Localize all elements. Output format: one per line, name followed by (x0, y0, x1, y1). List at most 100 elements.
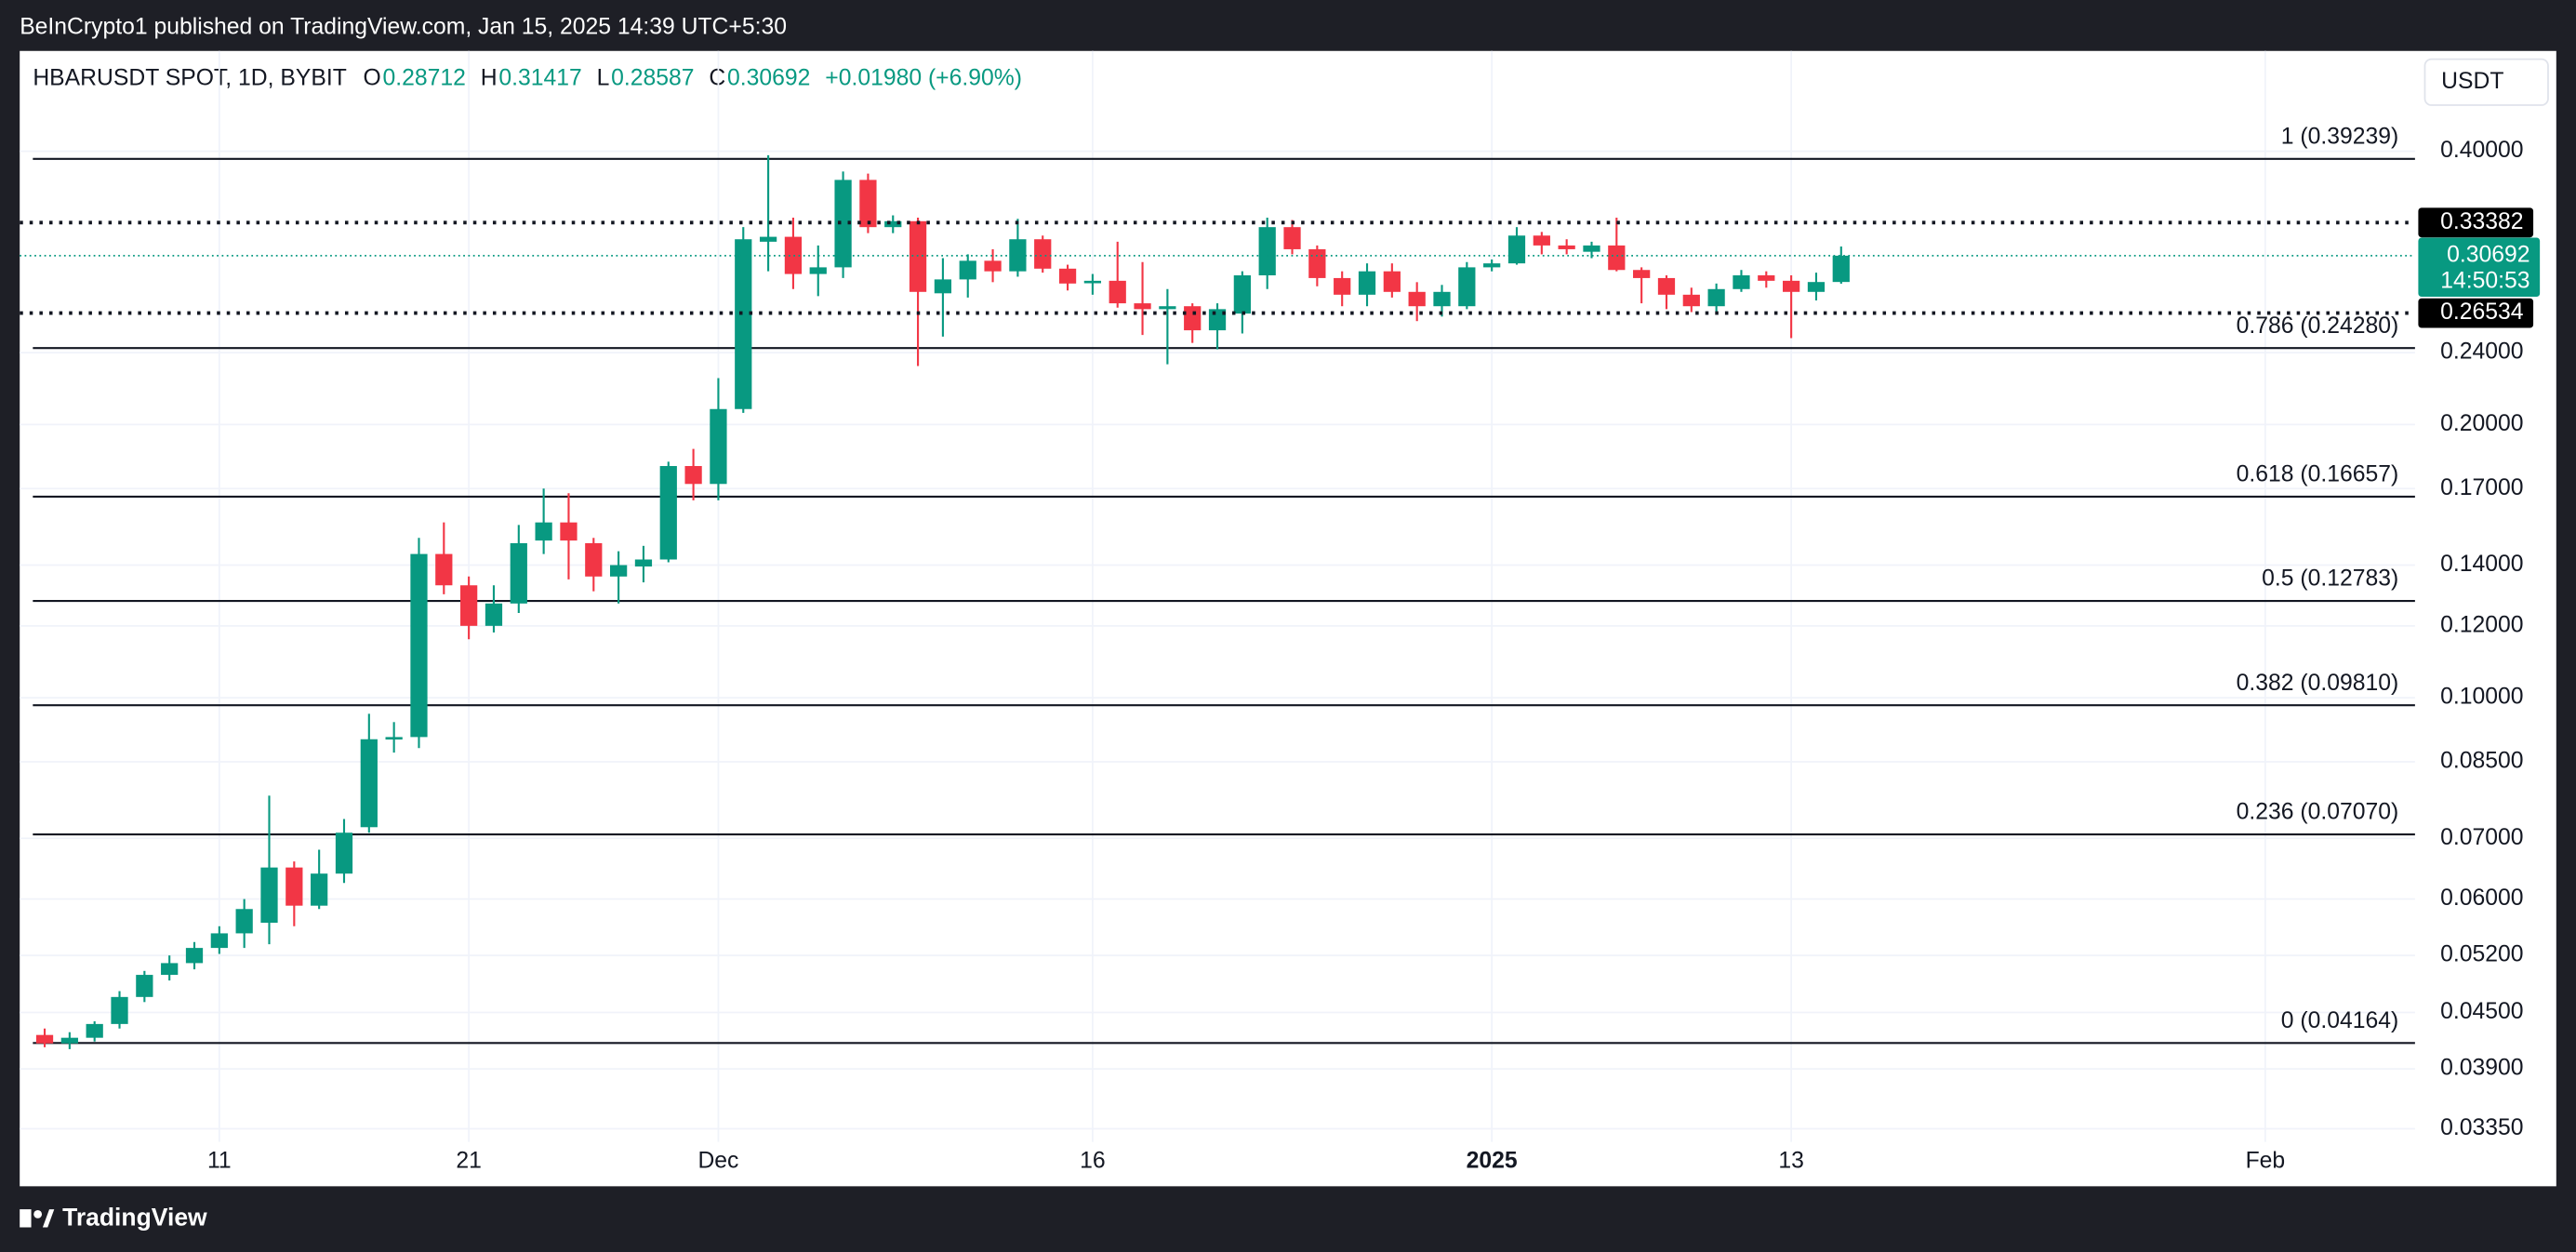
candle-body (1682, 294, 1700, 307)
candle-body (260, 867, 278, 924)
candle-body (210, 933, 228, 949)
candle-body (1458, 267, 1476, 307)
legend-text: +0.01980 (+6.90%) (825, 65, 1022, 90)
y-tick-label: 0.05200 (2440, 942, 2523, 967)
candle-body (1109, 280, 1126, 304)
legend-text: O (363, 65, 380, 90)
currency-button[interactable] (2423, 58, 2549, 106)
candle-body (710, 408, 727, 485)
candle-body (1159, 306, 1176, 310)
candle-body (1733, 275, 1750, 289)
chart-panel (20, 50, 2556, 1187)
candle-body (1507, 235, 1526, 264)
y-tick-label: 0.08500 (2440, 748, 2523, 773)
candle-body (634, 559, 653, 567)
candle-body (609, 565, 628, 577)
candle-body (311, 873, 328, 906)
candle-body (35, 1034, 54, 1044)
brand: TradingView (62, 1204, 207, 1232)
legend-text: HBARUSDT SPOT, 1D, BYBIT (33, 65, 346, 90)
fib-label: 0.786 (0.24280) (2237, 313, 2399, 339)
level-tag-label: 0.26534 (2440, 300, 2524, 325)
candle-body (909, 220, 927, 292)
candle-body (1633, 270, 1651, 278)
last-price-tag (2418, 237, 2541, 298)
candle-body (1807, 282, 1826, 292)
candle-body (360, 739, 378, 828)
x-tick-label: 2025 (1467, 1148, 1518, 1173)
candle-body (1083, 280, 1102, 284)
candle-body (1657, 277, 1676, 295)
candle-body (1608, 245, 1626, 271)
candle-body (60, 1037, 78, 1044)
candle-body (1009, 239, 1027, 272)
candle-body (510, 542, 527, 604)
candle-body (784, 236, 803, 274)
candle-body (735, 239, 752, 409)
candle-body (335, 832, 353, 874)
currency[interactable]: USDT (2441, 69, 2503, 94)
candle-body (1433, 291, 1451, 307)
fib-label: 0.5 (0.12783) (2262, 566, 2398, 592)
candle-body (136, 975, 153, 997)
fib-label: 0.382 (0.09810) (2237, 671, 2399, 696)
candle-body (560, 522, 578, 541)
candle-body (1558, 245, 1575, 249)
x-tick-label: Dec (697, 1148, 738, 1173)
legend-text: 0.28587 (611, 65, 694, 90)
candle-body (859, 180, 877, 228)
y-tick-label: 0.06000 (2440, 886, 2523, 911)
candle-body (809, 267, 827, 274)
fib-label: 0.618 (0.16657) (2237, 461, 2399, 486)
candle-body (659, 466, 677, 560)
candle-body (1258, 227, 1276, 276)
candle-body (1358, 271, 1376, 295)
fib-label: 0 (0.04164) (2281, 1008, 2398, 1033)
candle-body (1308, 248, 1326, 278)
x-tick-label: 16 (1080, 1148, 1106, 1173)
candle-body (959, 260, 976, 280)
candle-body (235, 909, 253, 934)
candle-body (1233, 275, 1251, 314)
legend-text: 0.28712 (382, 65, 465, 90)
candle-body (410, 553, 428, 738)
candle-body (460, 585, 478, 626)
legend-text: C (709, 65, 725, 90)
legend-text: 0.31417 (498, 65, 581, 90)
candle-body (1707, 288, 1725, 307)
brand-logo (20, 1209, 55, 1228)
y-tick-label: 0.24000 (2440, 340, 2523, 365)
candle-body (435, 553, 453, 586)
candle-body (1758, 275, 1775, 281)
y-tick-label: 0.03350 (2440, 1115, 2523, 1140)
candle-body (1383, 271, 1401, 292)
legend-text: L (597, 65, 610, 90)
candle-body (1783, 280, 1800, 292)
x-tick-label: 13 (1778, 1148, 1804, 1173)
y-tick-label: 0.10000 (2440, 685, 2523, 710)
candle-body (1283, 227, 1301, 249)
candle-body (111, 996, 128, 1024)
candle-body (1408, 291, 1426, 307)
legend-text: H (481, 65, 498, 90)
x-tick-label: 21 (456, 1148, 482, 1173)
last-price-label: 0.30692 (2447, 242, 2530, 267)
candle-body (485, 603, 503, 626)
candle-body (1533, 235, 1550, 246)
candle-body (1034, 239, 1052, 269)
candle-body (884, 220, 902, 228)
x-tick-label: Feb (2246, 1148, 2286, 1173)
candle-body (185, 948, 204, 964)
candle-body (385, 737, 403, 740)
candle-body (1583, 245, 1600, 252)
level-tag (2418, 207, 2534, 238)
legend: HBARUSDT SPOT, 1D, BYBIT O 0.28712 H 0.31417… (33, 65, 1022, 90)
y-tick-label: 0.17000 (2440, 475, 2523, 500)
candle-body (285, 867, 303, 906)
candle-body (1134, 303, 1151, 310)
y-tick-label: 0.40000 (2440, 138, 2523, 163)
level-tag-label: 0.33382 (2440, 209, 2523, 234)
candle-body (1334, 277, 1351, 295)
legend-text: 0.30692 (727, 65, 810, 90)
candle-body (1184, 306, 1202, 331)
